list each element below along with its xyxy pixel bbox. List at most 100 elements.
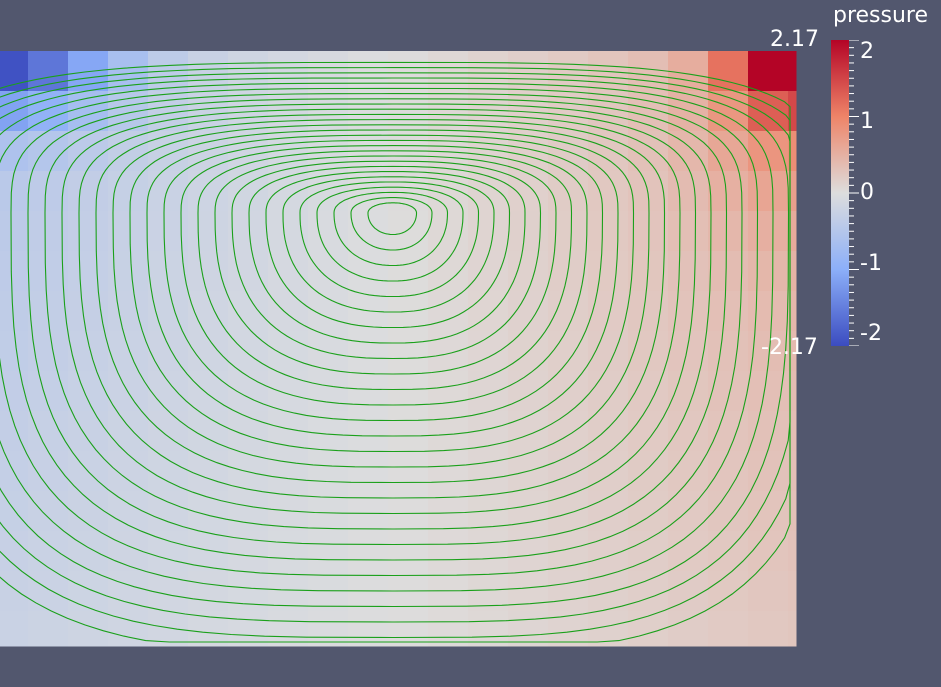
pressure-cell (548, 411, 589, 452)
streamline (265, 171, 511, 329)
pressure-cell (308, 451, 349, 492)
pressure-cell (308, 611, 349, 647)
pressure-cell (0, 51, 29, 92)
pressure-cell (0, 171, 29, 212)
pressure-cell (268, 291, 309, 332)
pressure-cell (148, 171, 189, 212)
pressure-cell (788, 51, 797, 92)
pressure-cell (468, 571, 509, 612)
pressure-cell (508, 371, 549, 412)
pressure-cell (28, 571, 69, 612)
pressure-cell (668, 211, 709, 252)
pressure-cell (468, 51, 509, 92)
pressure-cell (108, 51, 149, 92)
pressure-cell (668, 131, 709, 172)
pressure-cell (588, 171, 629, 212)
pressure-cell (148, 371, 189, 412)
pressure-cell (588, 211, 629, 252)
streamline (129, 129, 635, 453)
pressure-cell (148, 571, 189, 612)
pressure-cell (28, 51, 69, 92)
pressure-cell (628, 531, 669, 572)
pressure-cell (668, 571, 709, 612)
pressure-cell (628, 51, 669, 92)
pressure-cell (628, 171, 669, 212)
pressure-cell (148, 411, 189, 452)
pressure-cell (348, 331, 389, 372)
pressure-cell (68, 131, 109, 172)
pressure-cell (348, 611, 389, 647)
pressure-cell (748, 211, 789, 252)
pressure-cell (748, 531, 789, 572)
pressure-cell (28, 531, 69, 572)
pressure-cell (308, 51, 349, 92)
pressure-cell (68, 211, 109, 252)
pressure-cell (788, 531, 797, 572)
pressure-cell (68, 571, 109, 612)
streamline (27, 98, 728, 546)
pressure-cell (308, 251, 349, 292)
pressure-cell (628, 571, 669, 612)
streamline (61, 108, 697, 515)
pressure-cell (548, 491, 589, 532)
pressure-cell (508, 251, 549, 292)
pressure-cell (788, 291, 797, 332)
pressure-cell (308, 531, 349, 572)
pressure-cell (148, 531, 189, 572)
pressure-cell (388, 51, 429, 92)
pressure-cell (388, 251, 429, 292)
pressure-cell (0, 131, 29, 172)
pressure-cell (28, 131, 69, 172)
streamline (333, 191, 449, 267)
pressure-cell (588, 131, 629, 172)
streamline (214, 155, 557, 375)
pressure-cell (788, 611, 797, 647)
pressure-cell (748, 371, 789, 412)
pressure-cell (68, 251, 109, 292)
pressure-cell (468, 531, 509, 572)
pressure-cell (468, 371, 509, 412)
pressure-cell (28, 331, 69, 372)
pressure-cell (708, 531, 749, 572)
streamline (95, 119, 666, 484)
streamline (299, 181, 480, 298)
pressure-cell (268, 531, 309, 572)
pressure-cell (388, 611, 429, 647)
pressure-cell (628, 451, 669, 492)
streamline (112, 124, 650, 468)
pressure-cell (148, 131, 189, 172)
pressure-cell (308, 171, 349, 212)
pressure-cell (228, 251, 269, 292)
pressure-cell (228, 291, 269, 332)
pressure-cell (348, 251, 389, 292)
pressure-cell (388, 451, 429, 492)
pressure-cell (668, 371, 709, 412)
pressure-cell (268, 91, 309, 132)
pressure-cell (708, 251, 749, 292)
pressure-cell (428, 411, 469, 452)
pressure-cell (28, 411, 69, 452)
pressure-cell (108, 451, 149, 492)
pressure-cell (0, 211, 29, 252)
pressure-cell (788, 371, 797, 412)
pressure-cell (0, 451, 29, 492)
streamline (0, 87, 759, 577)
pressure-cell (388, 411, 429, 452)
pressure-cell (148, 331, 189, 372)
pressure-cell (148, 611, 189, 647)
pressure-cell (428, 371, 469, 412)
pressure-cell (788, 171, 797, 212)
pressure-cell (708, 571, 749, 612)
streamline (0, 67, 791, 639)
pressure-cell (748, 611, 789, 647)
pressure-cell (708, 451, 749, 492)
pressure-cell (468, 251, 509, 292)
pressure-cell (668, 531, 709, 572)
pressure-cell (788, 491, 797, 532)
pressure-cell (748, 91, 789, 132)
pressure-cell (788, 571, 797, 612)
pressure-cell (268, 51, 309, 92)
pressure-cell (228, 171, 269, 212)
pressure-cell (428, 451, 469, 492)
